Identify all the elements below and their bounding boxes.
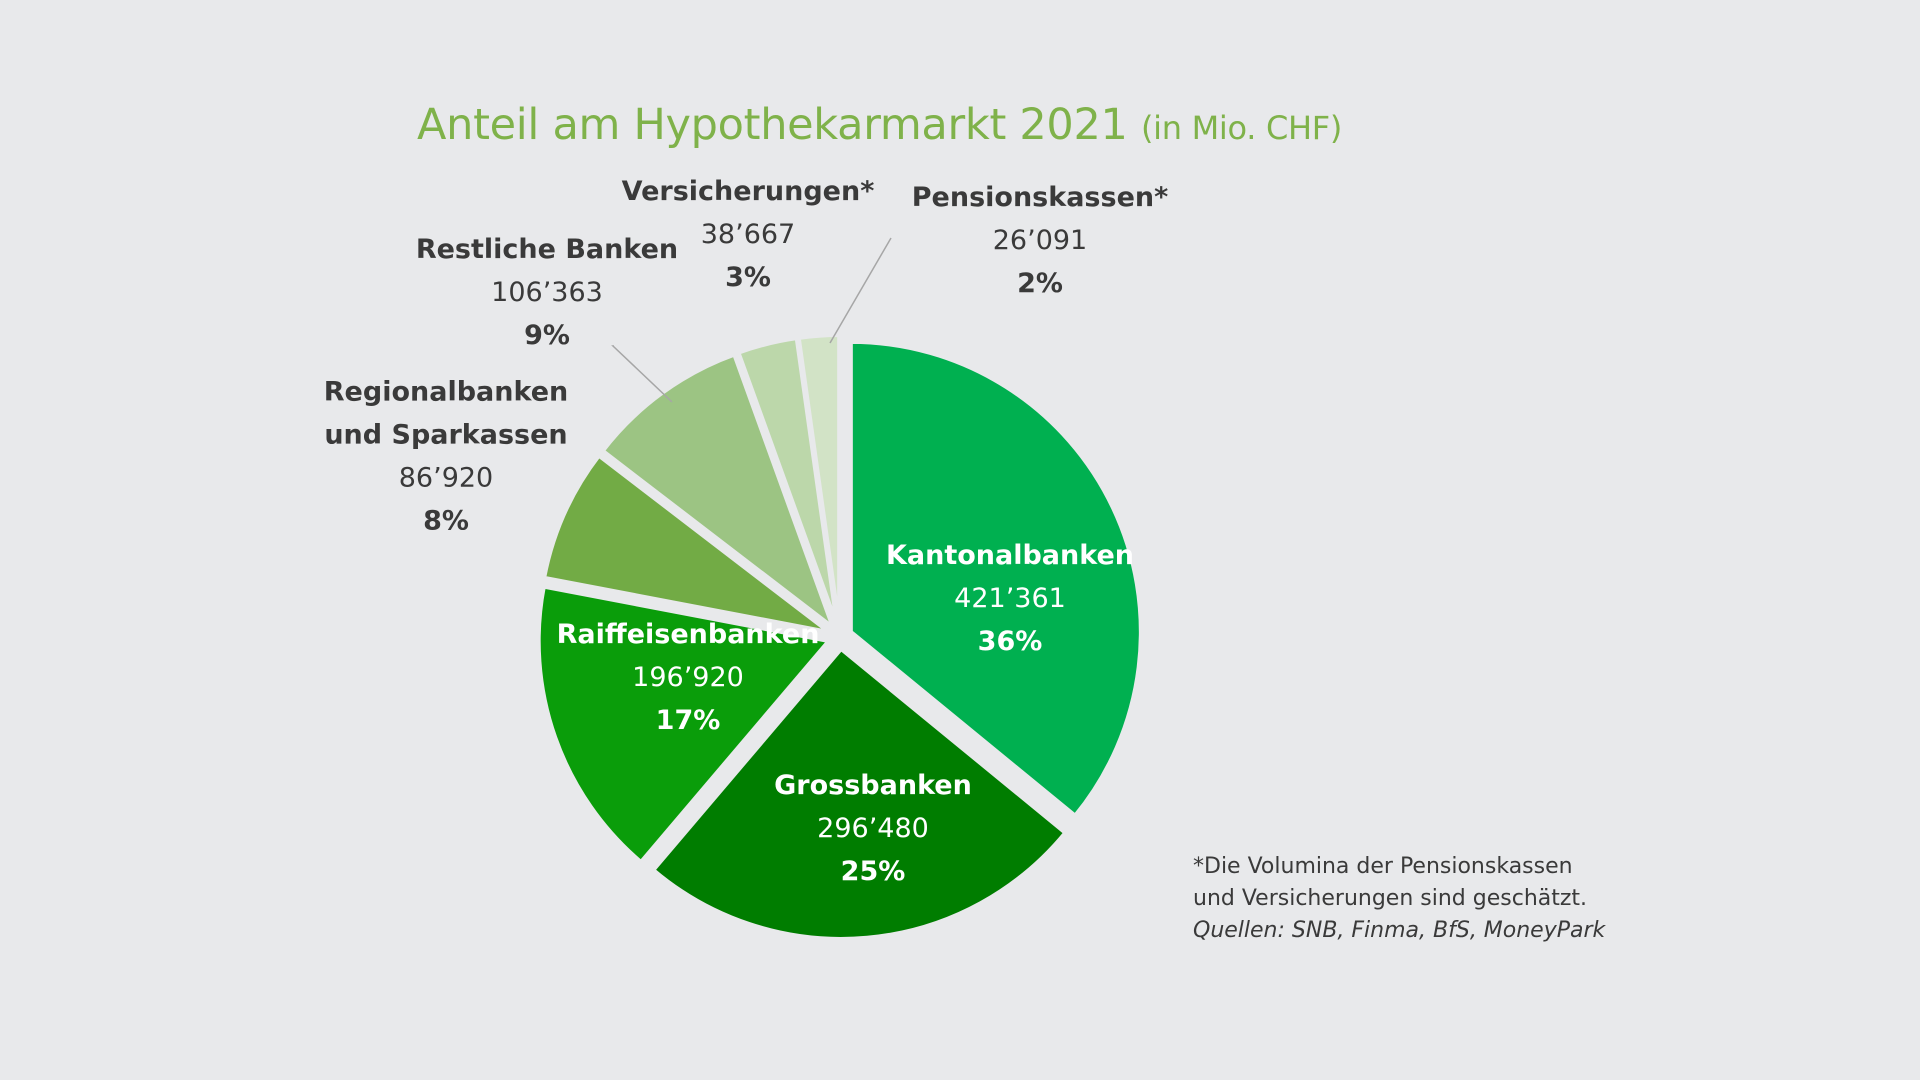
slice-labels: Kantonalbanken 421’361 36% Grossbanken 296’4… [324, 176, 1168, 887]
leader-lines [611, 237, 892, 403]
pie-slice-grossbanken [651, 646, 1068, 941]
slice-label-restliche-banken: Restliche Banken [416, 234, 678, 265]
slice-value-versicherungen: 38’667 [701, 219, 795, 250]
slice-percent-regionalbanken-und-sparkassen: 8% [423, 506, 469, 537]
slice-value-raiffeisenbanken: 196’920 [632, 662, 744, 693]
leader-line-4 [611, 345, 673, 403]
leader-line-6 [829, 237, 892, 344]
footnote-line-2: und Versicherungen sind geschätzt. [1193, 886, 1588, 911]
slice-label-grossbanken: Grossbanken [774, 770, 972, 801]
slice-label-kantonalbanken: Kantonalbanken [886, 540, 1134, 571]
slice-label-versicherungen: Versicherungen* [622, 176, 875, 207]
slice-label-raiffeisenbanken: Raiffeisenbanken [557, 619, 820, 650]
slice-percent-raiffeisenbanken: 17% [656, 705, 721, 736]
chart-title: Anteil am Hypothekarmarkt 2021 (in Mio. … [417, 100, 1342, 150]
footnote: *Die Volumina der Pensionskassen und Ver… [1193, 851, 1605, 947]
pie-slice-pensionskassen [796, 333, 842, 628]
slice-value-restliche-banken: 106’363 [491, 277, 603, 308]
slice-percent-grossbanken: 25% [841, 856, 906, 887]
slice-value-kantonalbanken: 421’361 [954, 583, 1066, 614]
footnote-sources: Quellen: SNB, Finma, BfS, MoneyPark [1193, 918, 1606, 943]
slice-label-regionalbanken-und-sparkassen: Regionalbanken [324, 377, 568, 408]
chart-title-unit: (in Mio. CHF) [1140, 109, 1343, 147]
slice-label-2-regionalbanken-und-sparkassen: und Sparkassen [324, 420, 567, 451]
slice-percent-kantonalbanken: 36% [978, 626, 1043, 657]
pie-slice-restliche-banken [600, 352, 835, 630]
slice-value-regionalbanken-und-sparkassen: 86’920 [399, 463, 493, 494]
chart-title-text: Anteil am Hypothekarmarkt 2021 [417, 100, 1128, 150]
slice-percent-restliche-banken: 9% [524, 320, 570, 351]
pie-slice-raiffeisenbanken [536, 584, 831, 865]
slice-label-pensionskassen: Pensionskassen* [912, 182, 1168, 213]
slice-value-pensionskassen: 26’091 [993, 225, 1087, 256]
pie-slices [536, 333, 1143, 941]
footnote-line-1: *Die Volumina der Pensionskassen [1193, 854, 1573, 879]
slice-value-grossbanken: 296’480 [817, 813, 929, 844]
pie-slice-regionalbanken-und-sparkassen [542, 453, 832, 635]
pie-slice-versicherungen [736, 336, 840, 628]
slice-percent-pensionskassen: 2% [1017, 268, 1063, 299]
slice-percent-versicherungen: 3% [725, 262, 771, 293]
pie-slice-kantonalbanken [848, 339, 1143, 818]
